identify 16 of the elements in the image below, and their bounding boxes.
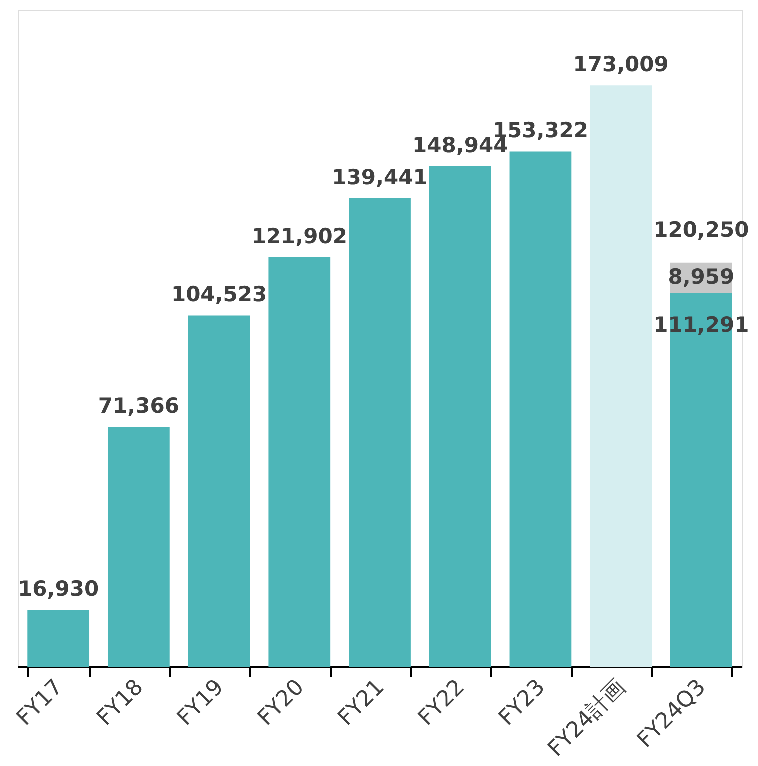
data-label: 139,441 xyxy=(332,165,428,190)
total-label: 120,250 xyxy=(654,218,750,242)
bar xyxy=(349,198,411,667)
bar xyxy=(510,152,572,667)
bar xyxy=(590,86,652,667)
data-label: 173,009 xyxy=(573,52,669,77)
bar xyxy=(429,166,492,667)
data-label: 16,930 xyxy=(18,577,100,602)
bar xyxy=(268,257,331,667)
bar xyxy=(108,427,170,667)
bar xyxy=(28,610,90,667)
data-label: 8,959 xyxy=(668,264,735,289)
data-label: 104,523 xyxy=(171,282,268,307)
bar xyxy=(188,316,250,667)
data-label: 121,902 xyxy=(252,224,348,248)
data-label: 71,366 xyxy=(98,394,180,418)
